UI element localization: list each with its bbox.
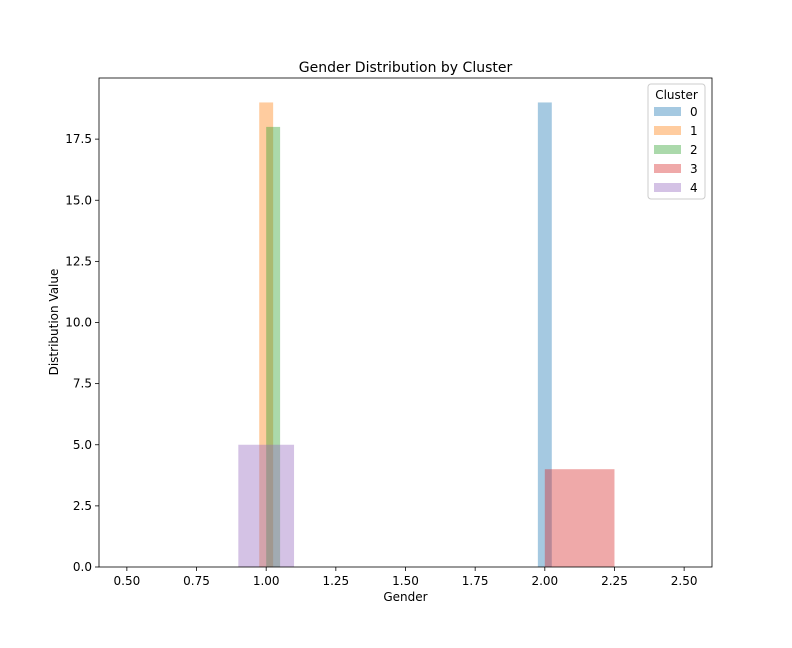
- y-tick-label: 2.5: [73, 499, 92, 513]
- legend-label-2: 2: [690, 143, 698, 157]
- x-axis-label: Gender: [383, 590, 427, 604]
- y-tick-label: 7.5: [73, 377, 92, 391]
- bar-cluster-1-0: [259, 102, 274, 567]
- y-tick-label: 17.5: [65, 132, 92, 146]
- legend-title: Cluster: [655, 88, 698, 102]
- y-tick-label: 10.0: [65, 316, 92, 330]
- y-tick-label: 5.0: [73, 438, 92, 452]
- bar-cluster-3-0: [544, 469, 615, 567]
- y-axis-label: Distribution Value: [47, 269, 61, 376]
- legend-swatch-0: [654, 107, 681, 116]
- legend-swatch-1: [654, 126, 681, 135]
- legend-label-1: 1: [690, 124, 698, 138]
- legend-swatch-3: [654, 164, 681, 173]
- x-tick-label: 1.50: [392, 574, 419, 588]
- x-tick-label: 2.25: [601, 574, 628, 588]
- y-tick-label: 15.0: [65, 193, 92, 207]
- legend: Cluster 0 1 2 3 4: [647, 83, 706, 200]
- x-axis: 0.50 0.75 1.00 1.25 1.50 1.75 2.00 2.25 2.50: [114, 567, 698, 588]
- y-tick-label: 12.5: [65, 254, 92, 268]
- y-tick-label: 0.0: [73, 560, 92, 574]
- bar-cluster-4-0: [238, 444, 295, 567]
- legend-swatch-4: [654, 183, 681, 192]
- x-tick-label: 1.25: [322, 574, 349, 588]
- legend-swatch-2: [654, 145, 681, 154]
- legend-label-3: 3: [690, 162, 698, 176]
- x-tick-label: 2.50: [671, 574, 698, 588]
- legend-label-4: 4: [690, 181, 698, 195]
- x-tick-label: 0.75: [183, 574, 210, 588]
- chart-title: Gender Distribution by Cluster: [299, 60, 513, 76]
- legend-label-0: 0: [690, 105, 698, 119]
- bar-cluster-0-0: [537, 102, 552, 567]
- y-axis: 0.0 2.5 5.0 7.5 10.0 12.5 15.0 17.5: [65, 132, 99, 574]
- x-tick-label: 1.75: [462, 574, 489, 588]
- axes-frame: [98, 77, 713, 568]
- x-tick-label: 1.00: [253, 574, 280, 588]
- bar-cluster-2-0: [266, 126, 281, 568]
- bars-layer: [238, 102, 615, 568]
- x-tick-label: 0.50: [114, 574, 141, 588]
- legend-box: [647, 83, 706, 200]
- x-tick-label: 2.00: [531, 574, 558, 588]
